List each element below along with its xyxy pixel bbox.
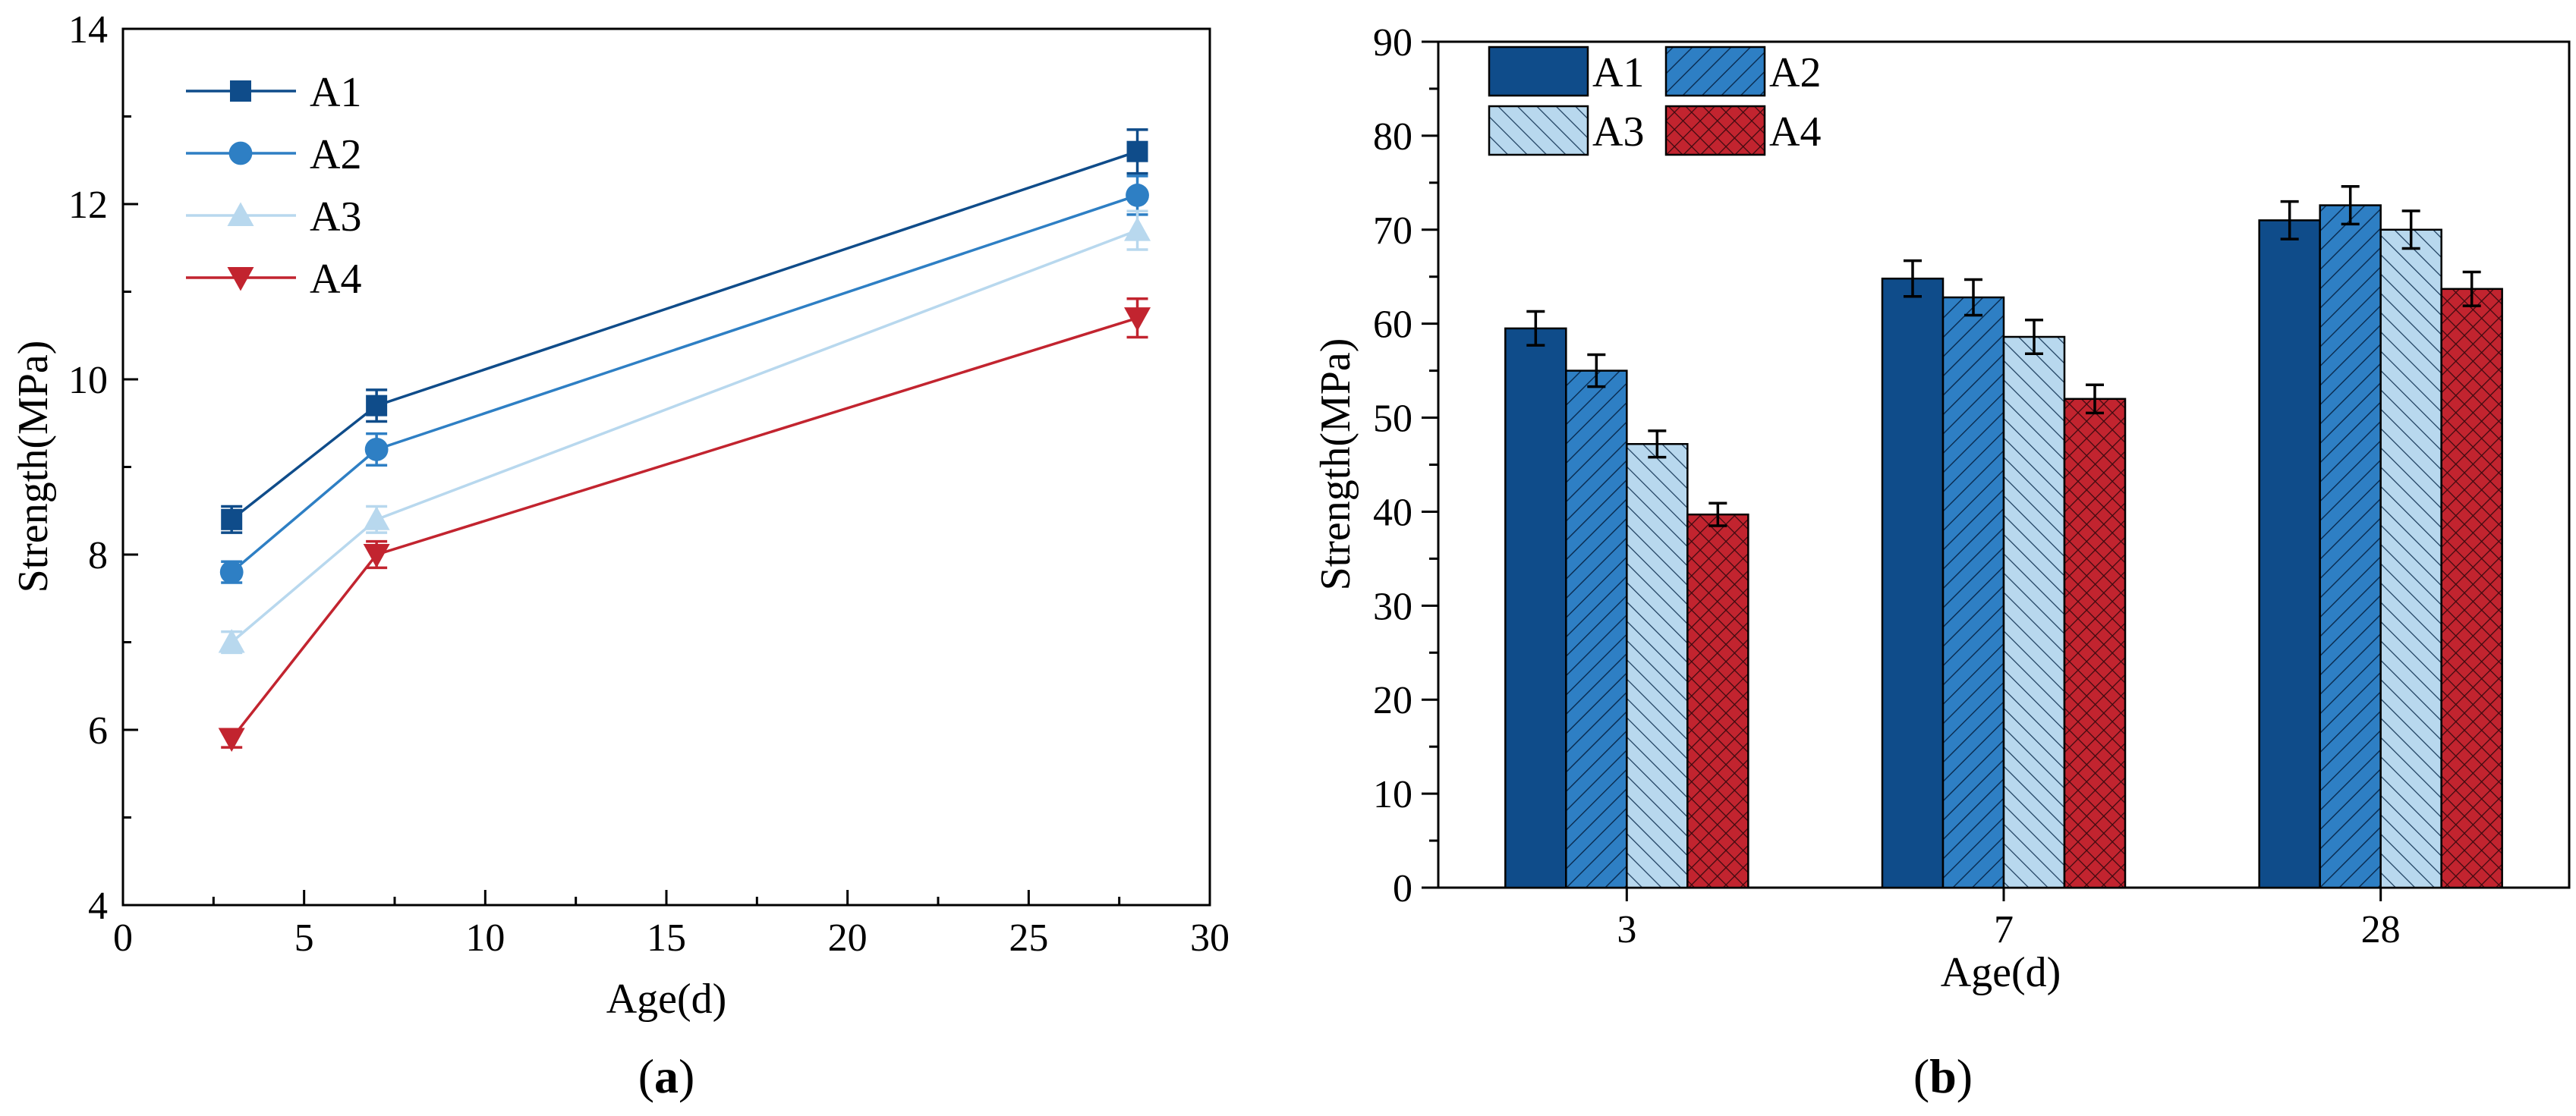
panel-b-bar — [1565, 369, 1628, 889]
panel-a-y-tick-label: 12 — [68, 184, 108, 227]
panel-a-series — [218, 128, 1151, 753]
panel-a-label-letter: a — [654, 1049, 679, 1103]
panel-b-y-tick-label: 50 — [1373, 398, 1412, 441]
panel-b-legend-swatch — [1488, 105, 1589, 156]
panel-b-label-open: ( — [1913, 1049, 1929, 1103]
panel-b-x-tick-label: 28 — [2361, 908, 2401, 951]
panel-b-bar — [1686, 513, 1749, 889]
panel-b-bars — [1504, 185, 2503, 889]
panel-a-data-point — [1124, 307, 1151, 332]
panel-a-label-open: ( — [638, 1049, 654, 1103]
panel-b-label-close: ) — [1957, 1049, 1973, 1103]
panel-b-bar — [1504, 327, 1567, 889]
panel-b-y-tick-label: 80 — [1373, 115, 1412, 159]
panel-a-legend-label: A4 — [310, 256, 361, 303]
panel-a-line-chart: 0 5 10 15 20 25 30 4 6 8 10 12 14 A1 A2 A3 A4 Age(d) S… — [10, 8, 1230, 1103]
panel-a-label: (a) — [638, 1049, 695, 1103]
panel-a-x-tick-label: 0 — [113, 916, 133, 960]
panel-a-legend-marker — [230, 80, 251, 102]
panel-a-x-axis-label: Age(d) — [606, 976, 727, 1023]
panel-b-bar — [1941, 296, 2005, 889]
panel-a-data-point — [1124, 217, 1151, 241]
panel-a-y-axis-label: Strength(MPa) — [10, 341, 57, 593]
panel-a-data-point — [1126, 184, 1149, 207]
panel-b-bar — [1626, 442, 1689, 889]
panel-a-series-line — [231, 193, 1138, 574]
panel-a-x-tick-label: 30 — [1190, 916, 1230, 960]
panel-b-legend-swatch — [1664, 46, 1766, 97]
panel-a-y-tick-label: 10 — [68, 359, 108, 402]
panel-a-data-point — [363, 544, 390, 568]
panel-b-bar — [2379, 228, 2442, 889]
panel-a-plot-frame — [121, 27, 1211, 907]
panel-a-data-point — [218, 629, 245, 653]
panel-b-legend-label: A1 — [1592, 49, 1644, 96]
panel-a-legend-label: A2 — [310, 131, 361, 178]
panel-b-bar — [1881, 277, 1945, 889]
panel-b-legend-label: A4 — [1769, 108, 1821, 156]
panel-b-y-axis-label: Strength(MPa) — [1312, 338, 1359, 591]
panel-b-y-tick-label: 60 — [1373, 303, 1412, 347]
panel-b-label-letter: b — [1929, 1049, 1957, 1103]
panel-a-x-tick-label: 25 — [1009, 916, 1048, 960]
panel-a-x-tick-label: 20 — [828, 916, 868, 960]
panel-b-bar — [2258, 219, 2321, 889]
panel-b-y-tick-label: 30 — [1373, 585, 1412, 628]
panel-a-data-point — [363, 506, 390, 530]
panel-b-label: (b) — [1913, 1049, 1973, 1103]
panel-a-y-tick-label: 6 — [88, 709, 108, 753]
panel-b-x-axis-label: Age(d) — [1941, 949, 2061, 996]
panel-a-y-tick-label: 8 — [88, 534, 108, 577]
panel-a-data-point — [1126, 140, 1148, 162]
panel-b-legend-label: A3 — [1592, 108, 1644, 156]
panel-a-legend-label: A3 — [310, 193, 361, 240]
panel-a-y-tick-label: 4 — [88, 885, 108, 928]
panel-b-y-tick-label: 70 — [1373, 209, 1412, 253]
panel-b-y-tick-label: 90 — [1373, 21, 1412, 64]
panel-a-data-point — [219, 560, 244, 584]
panel-a-x-tick-label: 5 — [294, 916, 314, 960]
panel-b-y-tick-label: 40 — [1373, 491, 1412, 534]
panel-a-x-tick-label: 10 — [465, 916, 505, 960]
panel-b-y-tick-label: 0 — [1393, 867, 1412, 910]
panel-a-y-tick-label: 14 — [68, 8, 108, 52]
panel-b-y-ticks: 0 10 20 30 40 50 60 70 80 90 — [1373, 21, 1438, 910]
panel-a-x-ticks: 0 5 10 15 20 25 30 — [113, 890, 1230, 960]
panel-b-x-tick-label: 3 — [1617, 908, 1636, 951]
panel-b-y-tick-label: 20 — [1373, 679, 1412, 722]
panel-a-y-ticks: 4 6 8 10 12 14 — [68, 8, 138, 928]
panel-b-bar — [2319, 204, 2382, 889]
panel-a-data-point — [364, 438, 389, 461]
panel-b-x-tick-label: 7 — [1994, 908, 2014, 951]
panel-a-legend-marker — [228, 141, 253, 165]
panel-a-legend-marker — [227, 202, 254, 226]
panel-a-series-line — [231, 229, 1138, 643]
panel-a-legend: A1 A2 A3 A4 — [186, 69, 361, 303]
panel-b-legend-label: A2 — [1769, 49, 1821, 96]
panel-a-data-point — [366, 395, 388, 417]
panel-b-bar — [2063, 398, 2127, 889]
panel-a-data-point — [221, 508, 243, 530]
panel-b-y-tick-label: 10 — [1373, 773, 1412, 816]
panel-a-legend-marker — [227, 267, 254, 291]
panel-a-label-close: ) — [679, 1049, 694, 1103]
panel-b-bar — [2002, 335, 2066, 889]
panel-b-legend: A1 A2 A3 A4 — [1488, 46, 1821, 156]
panel-a-x-tick-label: 15 — [647, 916, 686, 960]
panel-b-bar — [2440, 288, 2503, 889]
panel-b-legend-swatch — [1664, 105, 1766, 156]
panel-a-legend-label: A1 — [310, 69, 361, 116]
panel-a-data-point — [218, 728, 245, 753]
panel-b-bar-chart: 0 10 20 30 40 50 60 70 80 90 3 7 28 A1 A2 A3 A4 Age(d)… — [1312, 21, 2571, 1103]
panel-b-legend-swatch — [1488, 46, 1589, 97]
panel-b-x-ticks: 3 7 28 — [1617, 888, 2401, 951]
